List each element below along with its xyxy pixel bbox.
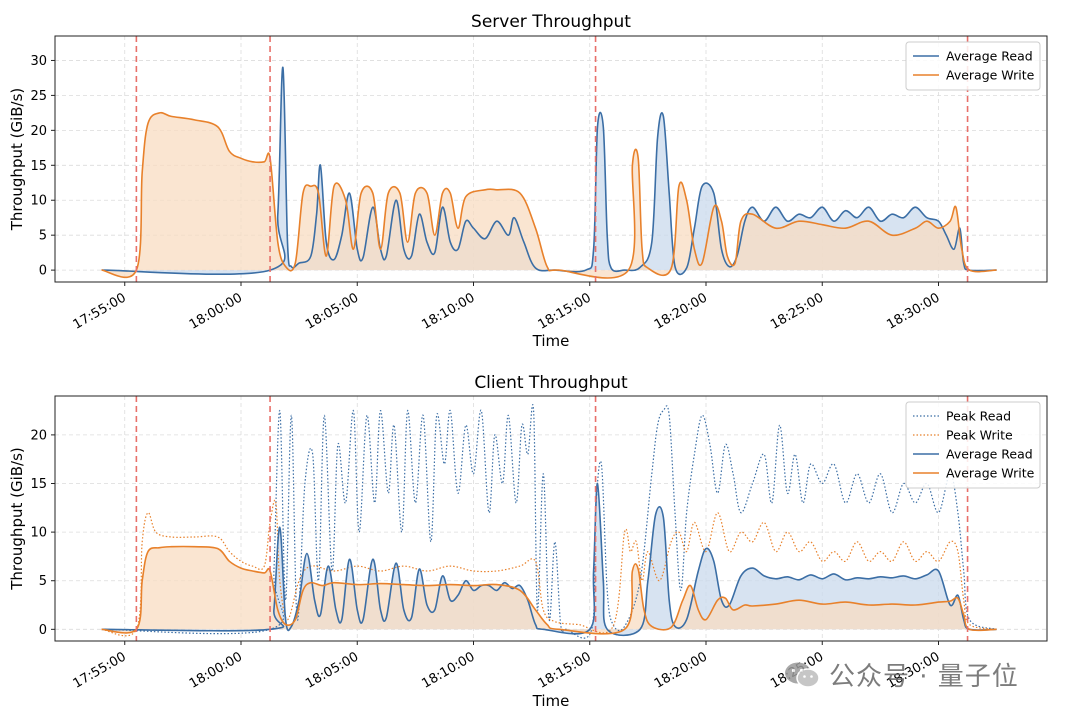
y-axis-label: Throughput (GiB/s) [8,88,26,232]
chart-title: Client Throughput [474,373,628,393]
x-tick-label: 18:15:00 [536,290,594,332]
x-tick-label: 18:20:00 [652,290,710,332]
chart-title: Server Throughput [471,12,631,32]
y-axis-label: Throughput (GiB/s) [8,447,26,591]
plot-frame [54,395,1048,642]
x-tick-label: 18:25:00 [768,290,826,332]
y-tick-label: 10 [30,194,47,209]
plot-area [101,404,997,639]
y-tick-label: 20 [30,428,47,443]
x-tick-label: 18:05:00 [303,649,361,691]
y-tick-label: 0 [39,623,47,638]
x-tick-label: 18:00:00 [187,649,245,691]
y-tick-label: 10 [30,526,47,541]
series-line-average-write [101,545,997,635]
watermark: 公众号 · 量子位 [783,656,1019,693]
area-fill-average-write [101,546,997,634]
legend-label: Average Write [946,68,1035,83]
series-line-peak-write [101,499,997,637]
y-tick-label: 15 [30,477,47,492]
y-tick-label: 25 [30,89,47,104]
legend-box [905,41,1041,91]
x-tick-label: 17:55:00 [71,290,129,332]
legend: Average Read Average Write [905,41,1041,91]
area-fill-average-read [101,67,997,275]
legend-label: Peak Read [946,409,1011,424]
x-tick-label: 18:20:00 [652,649,710,691]
plot-frame [54,35,1048,283]
legend-label: Average Read [946,49,1033,64]
watermark-text: 公众号 · 量子位 [829,662,1019,692]
x-axis-label: Time [532,692,570,710]
legend-label: Average Write [946,466,1035,481]
legend: Peak Read Peak Write Average Read Average W… [905,401,1041,489]
series-line-peak-read [101,404,997,639]
x-axis-label: Time [532,332,570,350]
x-tick-label: 18:15:00 [536,649,594,691]
legend-label: Peak Write [946,428,1013,443]
wechat-icon [785,662,820,688]
x-tick-label: 18:10:00 [419,290,477,332]
plot-area [101,66,997,279]
y-tick-label: 15 [30,159,47,174]
legend-box [905,401,1041,489]
y-tick-label: 20 [30,124,47,139]
series-line-average-read [101,482,997,637]
x-tick-label: 18:05:00 [303,290,361,332]
x-tick-label: 17:55:00 [71,649,129,691]
chart-panel-1: Server Throughput 0 5 10 15 20 25 30 17:55:00 18:… [8,12,1048,350]
series-line-average-read [101,66,997,276]
area-fill-average-write [101,112,997,279]
x-tick-label: 18:10:00 [419,649,477,691]
y-tick-label: 0 [39,264,47,279]
y-tick-label: 5 [39,229,47,244]
legend-label: Average Read [946,447,1033,462]
x-tick-label: 18:30:00 [884,290,942,332]
y-tick-label: 5 [39,574,47,589]
x-tick-label: 18:00:00 [187,290,245,332]
y-tick-label: 30 [30,54,47,69]
